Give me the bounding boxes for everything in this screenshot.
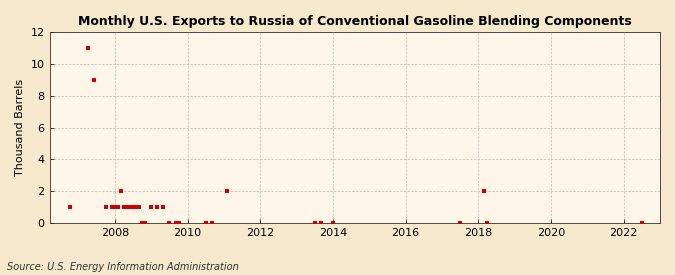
Point [479,189,490,194]
Point [146,205,157,209]
Point [152,205,163,209]
Point [140,221,151,225]
Point [109,205,120,209]
Point [113,205,124,209]
Point [482,221,493,225]
Point [200,221,211,225]
Point [64,205,75,209]
Point [115,189,126,194]
Point [327,221,338,225]
Point [128,205,138,209]
Point [107,205,117,209]
Point [170,221,181,225]
Point [119,205,130,209]
Text: Source: U.S. Energy Information Administration: Source: U.S. Energy Information Administ… [7,262,238,272]
Point [455,221,466,225]
Y-axis label: Thousand Barrels: Thousand Barrels [15,79,25,176]
Point [637,221,647,225]
Point [134,205,144,209]
Title: Monthly U.S. Exports to Russia of Conventional Gasoline Blending Components: Monthly U.S. Exports to Russia of Conven… [78,15,632,28]
Point [125,205,136,209]
Point [164,221,175,225]
Point [101,205,111,209]
Point [122,205,132,209]
Point [88,78,99,82]
Point [207,221,217,225]
Point [137,221,148,225]
Point [221,189,232,194]
Point [82,46,93,50]
Point [158,205,169,209]
Point [309,221,320,225]
Point [173,221,184,225]
Point [316,221,327,225]
Point [131,205,142,209]
